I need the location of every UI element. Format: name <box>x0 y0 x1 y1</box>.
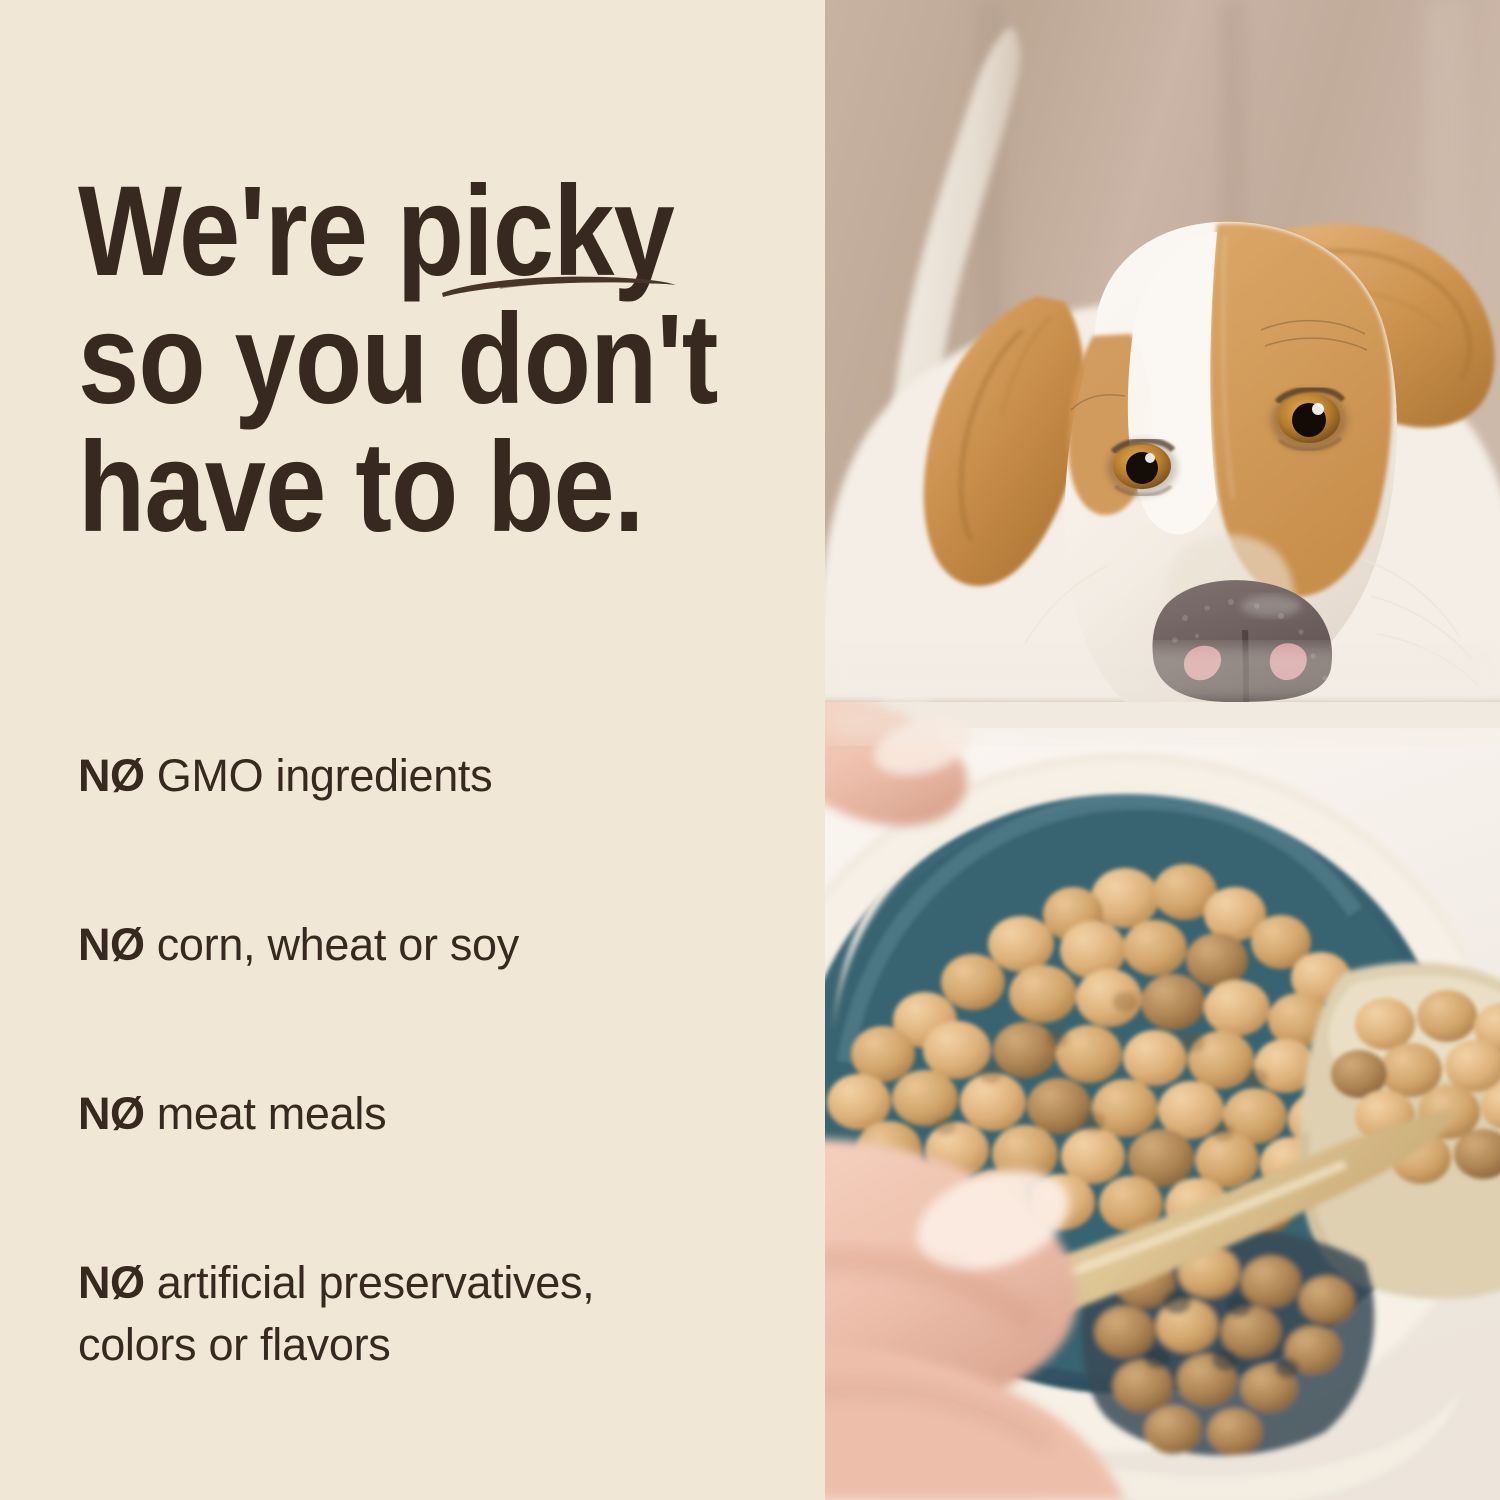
list-item: NØ corn, wheat or soy <box>78 852 778 976</box>
claim-no-badge: NØ <box>78 1088 145 1139</box>
headline-line-1: We're picky <box>78 160 675 303</box>
claims-list: NØ GMO ingredients NØ corn, wheat or soy… <box>78 683 778 1376</box>
image-column <box>825 0 1500 1500</box>
headline-line-3: have to be. <box>78 416 644 559</box>
list-item: NØ meat meals <box>78 1021 778 1145</box>
claim-no-badge: NØ <box>78 750 145 801</box>
list-item: NØ artificial preservatives, colors or f… <box>78 1190 778 1376</box>
list-item: NØ GMO ingredients <box>78 683 778 807</box>
claim-no-badge: NØ <box>78 1257 145 1308</box>
page-title: We're picky so you don't have to be. <box>78 160 718 559</box>
photo-dog-looking-over-bowl <box>825 0 1500 702</box>
photo-hand-holding-bowl-of-kibble <box>825 702 1500 1500</box>
copy-panel: We're picky so you don't have to be. NØ … <box>78 160 778 1376</box>
claim-text: meat meals <box>144 1088 387 1139</box>
headline-line-2: so you don't <box>78 288 718 431</box>
claim-text: corn, wheat or soy <box>144 919 520 970</box>
claim-text: artificial preservatives, colors or flav… <box>78 1257 595 1370</box>
claim-no-badge: NØ <box>78 919 145 970</box>
claim-text: GMO ingredients <box>144 750 493 801</box>
